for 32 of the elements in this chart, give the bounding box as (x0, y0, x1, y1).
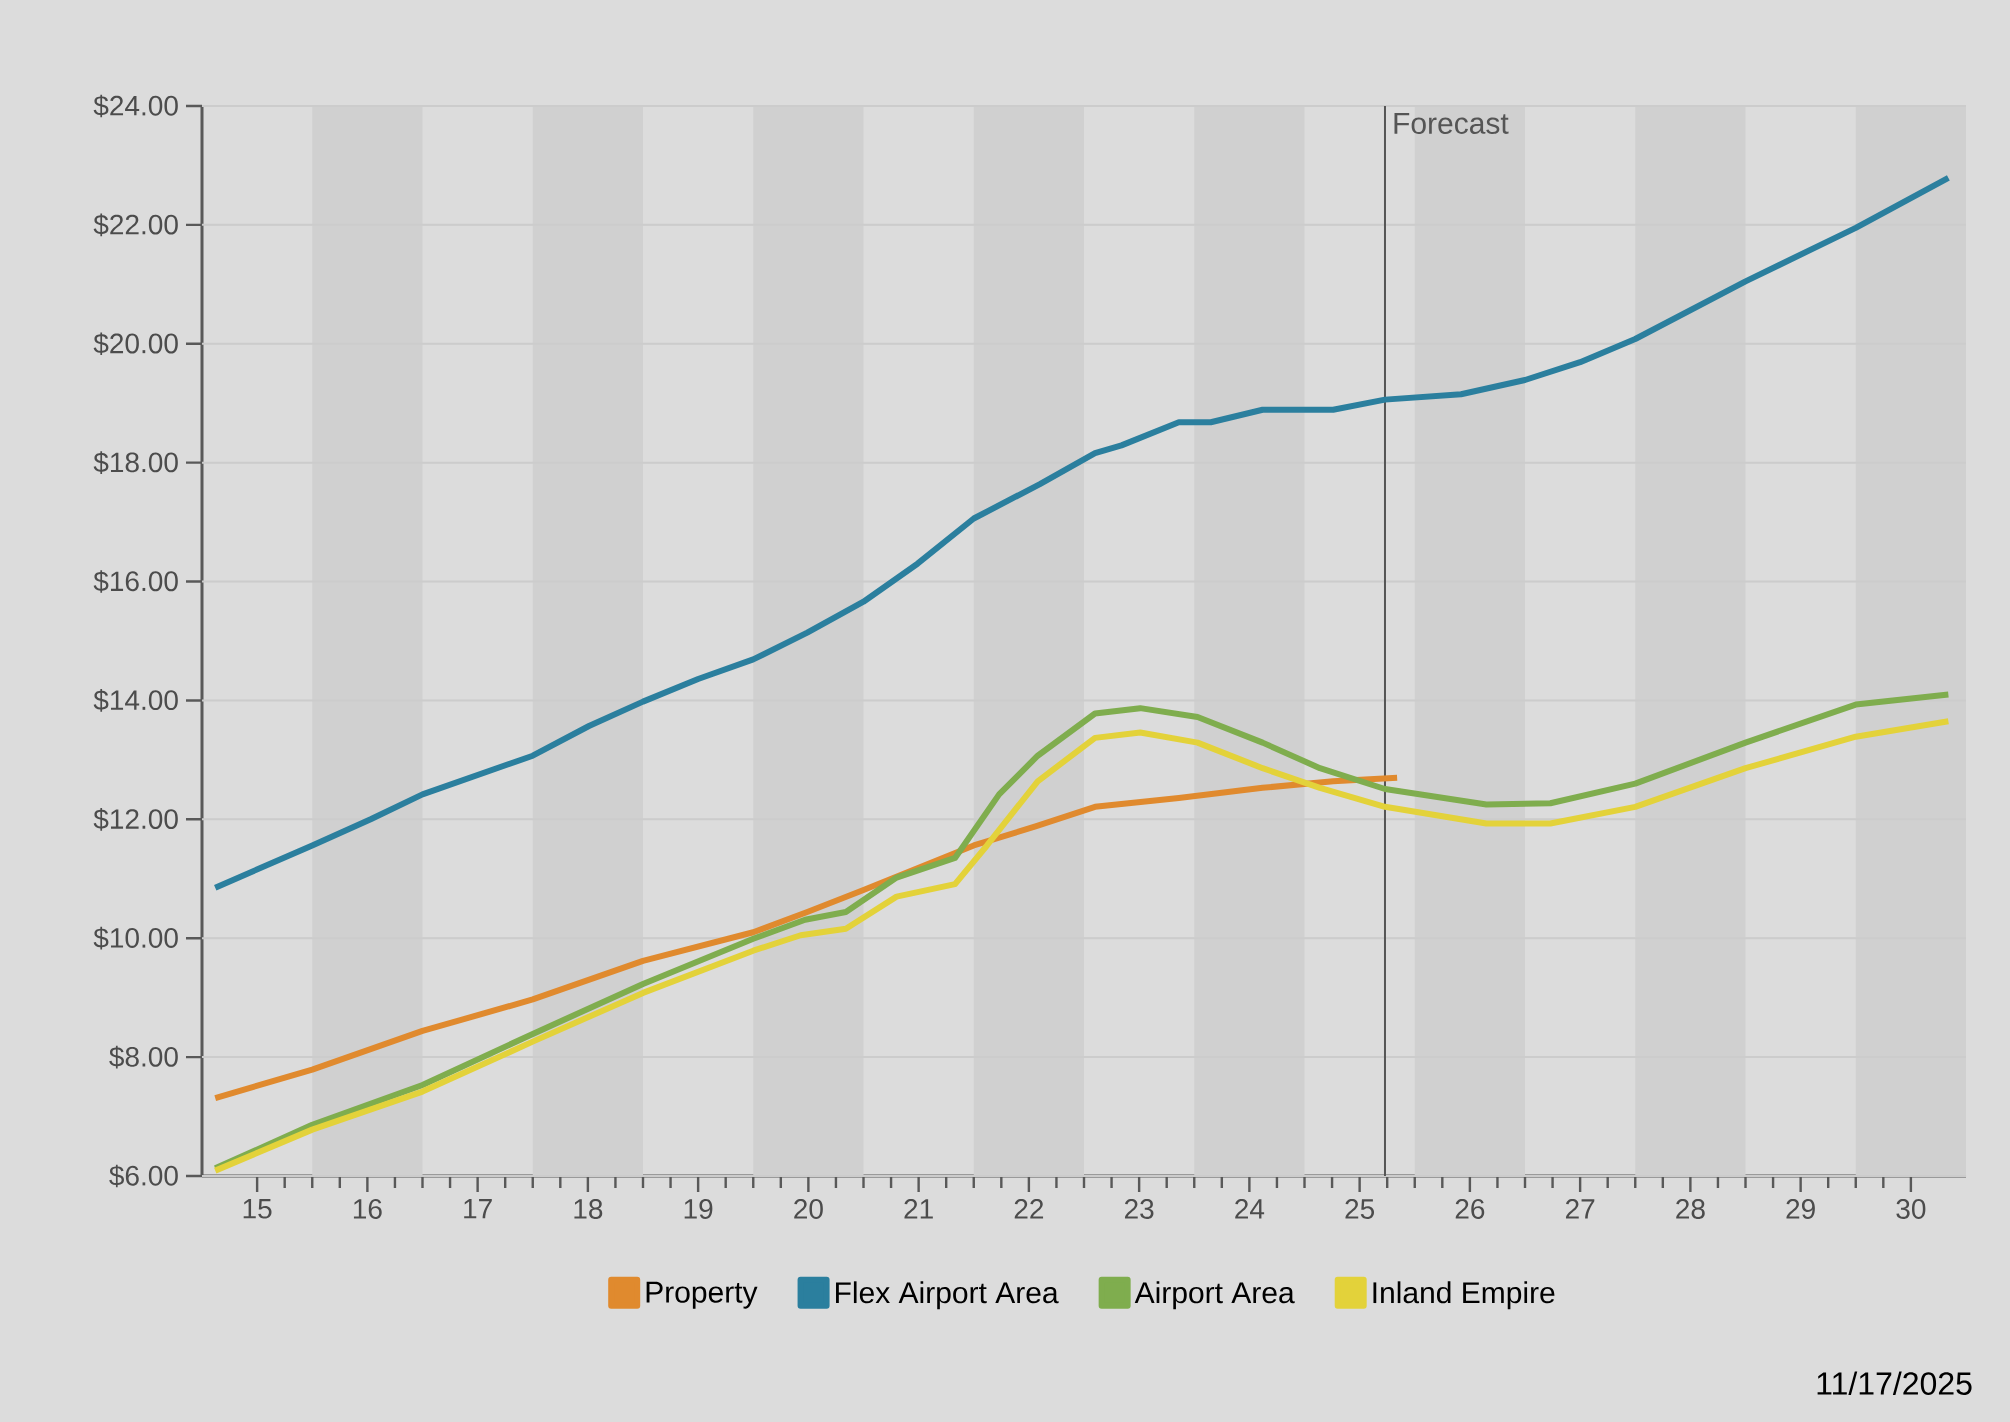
x-tick-label: 26 (1455, 1199, 1485, 1219)
x-tick-label: 25 (1345, 1199, 1375, 1219)
x-tick-label: 22 (1014, 1199, 1044, 1219)
legend-label: Property (646, 1281, 758, 1309)
y-tick-label: $12.00 (93, 807, 178, 831)
x-tick-label: 16 (353, 1199, 382, 1219)
x-tick-label: 27 (1565, 1199, 1595, 1219)
y-tick-label: $16.00 (93, 570, 178, 593)
x-tick-label: 24 (1235, 1199, 1265, 1219)
y-tick-label: $18.00 (93, 451, 178, 474)
x-tick-label: 18 (574, 1199, 603, 1219)
y-tick-label: $6.00 (109, 1164, 178, 1188)
y-tick-label: $8.00 (109, 1045, 178, 1069)
ref-line-label: Forecast (1394, 113, 1509, 134)
x-tick-label: 28 (1676, 1199, 1705, 1219)
y-tick-label: $20.00 (93, 332, 178, 356)
x-tick-label: 20 (794, 1199, 823, 1219)
y-tick-label: $24.00 (93, 94, 178, 118)
x-tick-label: 29 (1786, 1199, 1815, 1219)
legend-label: Flex Airport Area (836, 1281, 1059, 1310)
x-tick-label: 19 (684, 1199, 713, 1219)
x-tick-label: 23 (1124, 1199, 1154, 1219)
x-tick-label: 17 (464, 1199, 492, 1219)
text: 11/17/2025 (1817, 1371, 1972, 1395)
x-tick-label: 21 (904, 1199, 933, 1219)
x-tick-label: 15 (243, 1199, 272, 1219)
y-tick-label: $22.00 (93, 213, 178, 237)
legend-label: Airport Area (1134, 1281, 1295, 1310)
x-tick-label: 30 (1896, 1199, 1926, 1219)
y-tick-label: $10.00 (93, 926, 178, 950)
y-tick-label: $14.00 (93, 689, 178, 712)
legend-label: Inland Empire (1373, 1281, 1555, 1310)
